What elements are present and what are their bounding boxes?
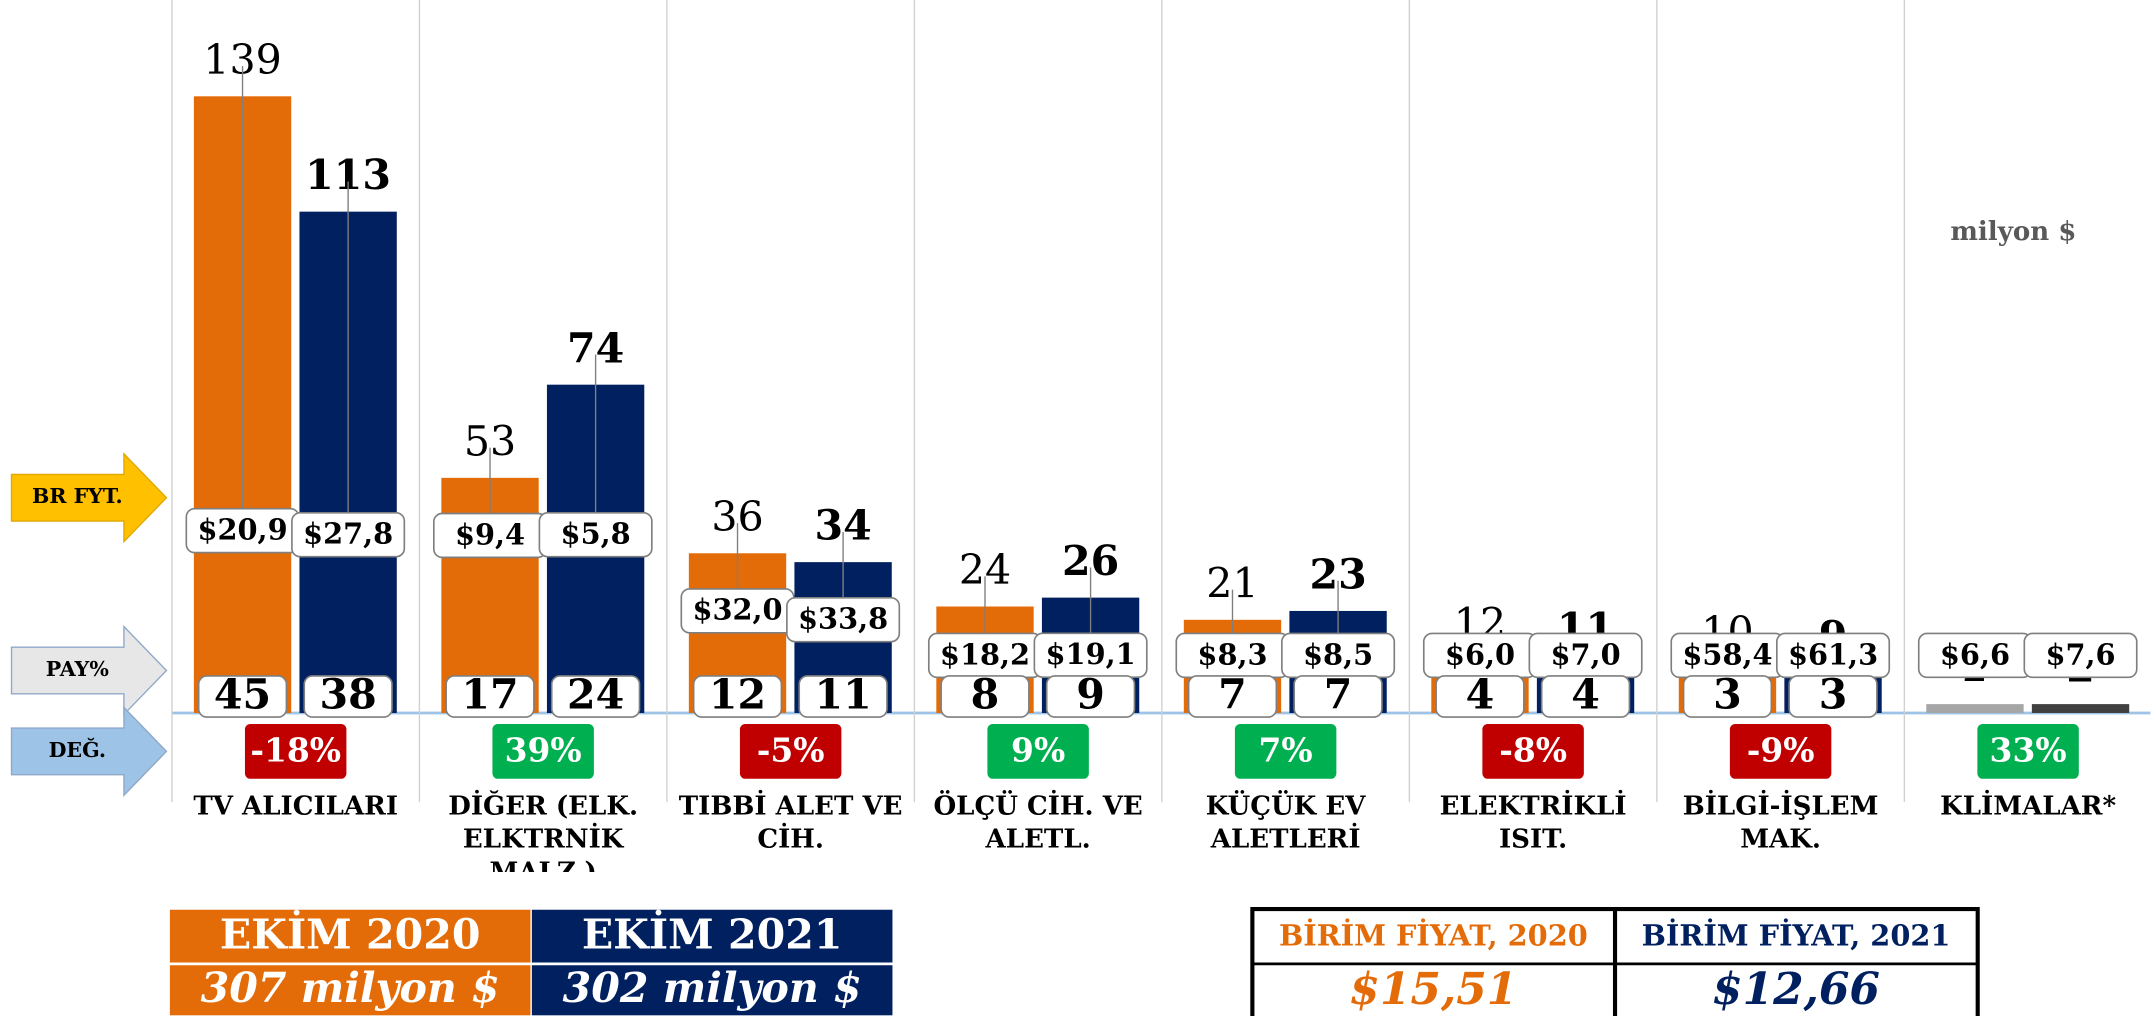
category-label: KLİMALAR*	[1940, 791, 2117, 822]
unit-price-box	[538, 511, 653, 558]
share-box	[445, 675, 535, 718]
share-box	[1045, 675, 1136, 718]
unit-price: $7,6	[2045, 637, 2115, 671]
change-label: 33%	[1990, 731, 2067, 770]
change-box	[1234, 723, 1337, 779]
share: 24	[567, 669, 624, 718]
share-box	[798, 675, 888, 718]
share-box	[1293, 675, 1383, 718]
change-label: -9%	[1747, 731, 1815, 770]
change-box	[1482, 723, 1584, 779]
share: 4	[1571, 669, 1600, 718]
share-box	[1682, 675, 1773, 718]
unit-price: $8,5	[1303, 637, 1373, 671]
category-label: BİLGİ-İŞLEM MAK.	[1682, 791, 1879, 855]
category-label: TIBBİ ALET VE CİH.	[678, 791, 903, 855]
unit-price-box	[2023, 632, 2138, 679]
category-text: KLİMALAR*	[1940, 791, 2117, 822]
category-label: DİĞER (ELK. ELKTRNİK MALZ.)	[448, 791, 639, 873]
change-label: 7%	[1259, 731, 1313, 770]
category-text: ÖLÇÜ CİH. VE ALETL.	[933, 791, 1143, 855]
category-label: KÜÇÜK EV ALETLERİ	[1205, 791, 1366, 855]
change-box	[1977, 723, 2079, 779]
share: 9	[1076, 669, 1105, 718]
legend-name: EKİM 2020	[220, 909, 481, 958]
share-box	[550, 675, 641, 718]
price-value: $15,51	[1349, 964, 1517, 1015]
share-box	[1540, 675, 1631, 718]
share-box	[940, 675, 1030, 718]
side-label: PAY%	[46, 657, 110, 681]
share-box	[1435, 675, 1525, 718]
change-box	[987, 723, 1089, 779]
share: 12	[709, 669, 766, 718]
change-label: 39%	[505, 731, 582, 770]
share-box	[303, 675, 393, 718]
price-title: BİRİM FİYAT, 2021	[1642, 918, 1951, 952]
category-label: TV ALICILARI	[193, 791, 399, 822]
change-label: -5%	[757, 731, 825, 770]
share: 11	[814, 669, 871, 718]
unit-price: $20,9	[197, 512, 287, 546]
side-label: DEĞ.	[49, 737, 106, 762]
legend-total: 302 milyon $	[563, 963, 862, 1012]
unit-price: $32,0	[692, 593, 782, 627]
category-text: ELEKTRİKLİ ISIT.	[1439, 791, 1627, 855]
change-label: -18%	[250, 731, 341, 770]
unit-price-box	[291, 511, 406, 558]
change-box	[1729, 723, 1832, 779]
unit-price: $6,6	[1940, 637, 2010, 671]
unit-price-box	[786, 596, 901, 643]
share: 8	[971, 669, 1000, 718]
category-label: ÖLÇÜ CİH. VE ALETL.	[933, 791, 1143, 855]
unit-price: $6,0	[1445, 637, 1515, 671]
legend-total: 307 milyon $	[201, 963, 500, 1012]
share: 4	[1466, 669, 1495, 718]
unit-price: $5,8	[561, 517, 631, 551]
unit-price: $8,3	[1197, 637, 1267, 671]
category-label: ELEKTRİKLİ ISIT.	[1439, 791, 1627, 855]
change-box	[492, 723, 594, 779]
change-label: 9%	[1011, 731, 1065, 770]
category-text: BİLGİ-İŞLEM MAK.	[1682, 791, 1879, 855]
unit-note: milyon $	[1950, 217, 2076, 247]
share: 38	[320, 669, 377, 718]
share: 45	[214, 669, 271, 718]
share-box	[1788, 675, 1878, 718]
change-box	[739, 723, 842, 779]
price-title: BİRİM FİYAT, 2020	[1279, 918, 1588, 952]
unit-price: $9,4	[455, 517, 525, 551]
legend-name: EKİM 2021	[582, 909, 843, 958]
category-text: DİĞER (ELK. ELKTRNİK MALZ.)	[448, 791, 639, 873]
category-text: TIBBİ ALET VE CİH.	[678, 791, 903, 855]
share-box	[197, 675, 288, 718]
share: 17	[461, 669, 518, 718]
side-arrows: BR FYT. PAY% DEĞ.	[10, 452, 168, 797]
unit-price: $58,4	[1682, 637, 1772, 671]
side-label: BR FYT.	[32, 484, 123, 508]
change-label: -8%	[1499, 731, 1567, 770]
category-text: KÜÇÜK EV ALETLERİ	[1205, 791, 1366, 855]
share-box	[1187, 675, 1278, 718]
bar	[2031, 704, 2130, 713]
share: 3	[1713, 669, 1742, 718]
unit-price: $27,8	[303, 517, 393, 551]
share: 7	[1218, 669, 1247, 718]
share: 3	[1819, 669, 1848, 718]
unit-price: $19,1	[1046, 637, 1136, 671]
price-value: $12,66	[1712, 964, 1880, 1015]
share-box	[692, 675, 783, 718]
change-box	[244, 723, 347, 779]
unit-price: $7,0	[1551, 637, 1621, 671]
bar	[1926, 704, 2024, 713]
unit-price: $33,8	[798, 602, 888, 636]
share: 7	[1324, 669, 1353, 718]
unit-price: $61,3	[1788, 637, 1878, 671]
unit-price: $18,2	[940, 637, 1030, 671]
category-text: TV ALICILARI	[193, 791, 399, 822]
